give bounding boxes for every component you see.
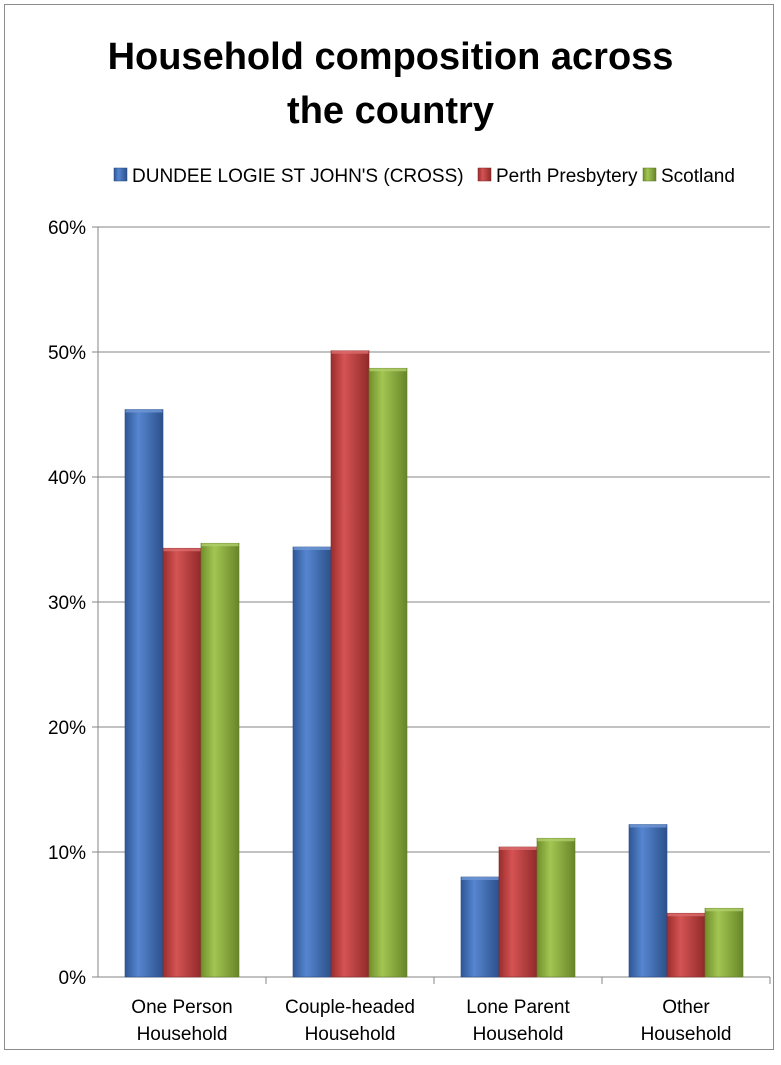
bar-3-1: [200, 542, 240, 978]
bar-top-highlight: [499, 847, 537, 850]
bar-top-highlight: [331, 350, 369, 354]
bar-1-2: [292, 546, 332, 978]
x-tick-label: Lone Parent: [466, 997, 570, 1018]
chart-title-line-1: Household composition across: [107, 36, 674, 78]
legend-swatch-3: [642, 167, 657, 182]
bar-top-highlight: [201, 543, 239, 547]
bar-3-3: [536, 837, 576, 978]
bar-2-1: [162, 547, 202, 978]
y-tick-label: 10%: [48, 843, 86, 864]
legend-label-3: Scotland: [661, 166, 735, 187]
bar-2-2: [330, 350, 370, 978]
bar-2-4: [666, 912, 706, 978]
legend-label-1: DUNDEE LOGIE ST JOHN'S (CROSS): [132, 166, 464, 187]
y-tick-label: 60%: [48, 218, 86, 239]
bar-top-highlight: [369, 368, 407, 372]
legend-swatch-1: [113, 167, 128, 182]
x-tick-label: Household: [305, 1024, 396, 1045]
legend: DUNDEE LOGIE ST JOHN'S (CROSS) Perth Pres…: [113, 166, 735, 187]
bar-1-3: [460, 876, 500, 978]
bar-top-highlight: [461, 877, 499, 880]
bar-1-4: [628, 824, 668, 978]
bar-top-highlight: [667, 913, 705, 917]
x-tick-label: Household: [137, 1024, 228, 1045]
x-tick-labels: One Person Household Couple-headed Househol…: [131, 997, 731, 1045]
x-tick-label: Household: [641, 1024, 732, 1045]
y-tick-label: 50%: [48, 343, 86, 364]
legend-label-2: Perth Presbytery: [496, 166, 638, 187]
bar-2-3: [498, 846, 538, 978]
y-tick-label: 30%: [48, 593, 86, 614]
bar-1-1: [124, 409, 164, 978]
bar-top-highlight: [125, 409, 163, 413]
bar-top-highlight: [629, 824, 667, 828]
bar-top-highlight: [537, 838, 575, 842]
bar-top-highlight: [163, 548, 201, 552]
chart-title-line-2: the country: [287, 90, 494, 132]
bars: [124, 350, 744, 978]
bar-3-2: [368, 367, 408, 978]
x-tick-label: Other: [662, 997, 710, 1018]
x-tick-label: Household: [473, 1024, 564, 1045]
y-tick-label: 0%: [59, 968, 87, 989]
bar-top-highlight: [293, 547, 331, 550]
y-tick-label: 20%: [48, 718, 86, 739]
bar-top-highlight: [705, 908, 743, 912]
x-tick-label: Couple-headed: [285, 997, 415, 1018]
legend-swatch-2: [477, 167, 492, 182]
y-tick-labels: 0% 10% 20% 30% 40% 50% 60%: [48, 218, 86, 989]
bar-3-4: [704, 907, 744, 978]
x-tick-label: One Person: [131, 997, 232, 1018]
y-tick-label: 40%: [48, 468, 86, 489]
chart-title: Household composition across the country: [0, 30, 781, 138]
